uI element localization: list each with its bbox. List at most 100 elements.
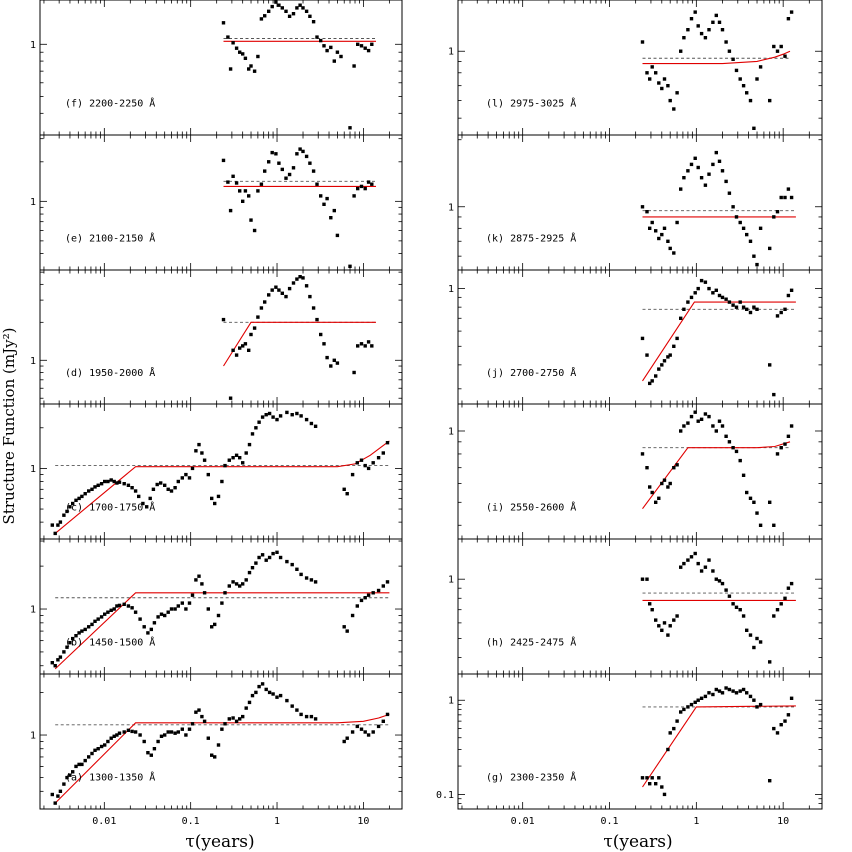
data-point [117,480,122,484]
panel-frame [457,403,823,540]
data-point [202,458,207,462]
data-point [109,478,113,482]
data-point [56,794,60,798]
data-point [93,748,97,752]
data-point [99,482,104,486]
panel-d: 1 (d) 1950-2000 Å [30,269,403,405]
panel-j: 1 (j) 2700-2750 Å [448,269,823,405]
data-point [703,280,708,284]
data-point [714,687,718,692]
panel-b: 1 (b) 1450-1500 Å [30,538,403,675]
data-point [789,288,794,292]
data-point [741,226,746,230]
data-point [238,584,242,588]
data-point [645,353,649,357]
data-point [650,490,654,495]
x-tick-label: 0.01 [92,816,116,827]
data-point [720,581,725,586]
panel-frame [39,0,403,136]
data-point [284,9,288,13]
data-point [210,625,214,629]
data-point [359,458,364,462]
data-point [693,156,697,160]
data-point [159,481,163,485]
data-point [277,3,281,7]
data-point [752,500,756,504]
data-point [645,776,649,780]
data-point [356,344,360,348]
data-point [662,621,667,625]
data-point [654,71,658,75]
data-point [711,20,715,24]
data-point [62,782,66,786]
panel-label-g: (g) 2300-2350 Å [486,771,576,784]
data-point [151,487,156,491]
data-point [83,758,87,763]
data-point [689,702,694,707]
data-point [65,645,69,649]
data-point [741,473,746,477]
data-point [654,500,658,504]
data-point [227,717,231,721]
data-point [668,98,672,103]
data-point [738,458,742,463]
data-point [789,10,794,14]
data-point [228,396,233,400]
panel-frame [39,134,403,271]
data-point [149,627,153,632]
data-point [745,490,749,495]
data-point [133,610,138,614]
data-point [71,770,75,774]
data-point [299,572,303,577]
data-point [263,14,267,18]
data-point [238,717,242,721]
data-point [259,182,264,186]
data-point [250,693,255,698]
data-point [130,606,134,610]
data-point [699,696,704,700]
data-point [250,432,255,436]
data-point [74,634,78,638]
data-point [682,561,686,566]
data-point [50,792,54,797]
data-point [696,286,700,291]
data-point [315,35,319,39]
y-tick-label: 1 [448,426,454,437]
data-point [249,332,253,337]
data-point [238,346,242,350]
panel-label-d: (d) 1950-2000 Å [65,366,155,379]
data-point [298,3,302,7]
data-point [350,472,355,477]
data-point [332,208,336,213]
data-point [99,744,104,749]
data-point [106,739,110,744]
data-point [748,239,753,243]
data-point [311,20,316,24]
panel-i: 1 (i) 2550-2600 Å [448,403,823,540]
data-point [271,692,275,696]
data-point [675,91,679,95]
data-point [686,421,690,425]
data-point [668,624,672,628]
data-point [734,68,739,73]
data-point [187,476,192,480]
data-point [173,486,177,490]
data-point [648,602,652,606]
data-point [259,17,264,21]
data-point [666,633,670,637]
data-point [654,782,658,786]
data-point [755,636,759,641]
data-point [291,281,296,285]
model-fit-curve [642,50,791,65]
data-point [226,35,230,39]
data-point [686,705,690,709]
data-point [115,733,119,737]
data-point [96,617,100,621]
data-point [241,714,245,719]
data-point [213,755,217,759]
data-point [775,452,780,456]
data-point [304,417,309,422]
model-fit-curve [54,713,390,804]
data-point [156,739,160,744]
data-point [696,24,700,28]
